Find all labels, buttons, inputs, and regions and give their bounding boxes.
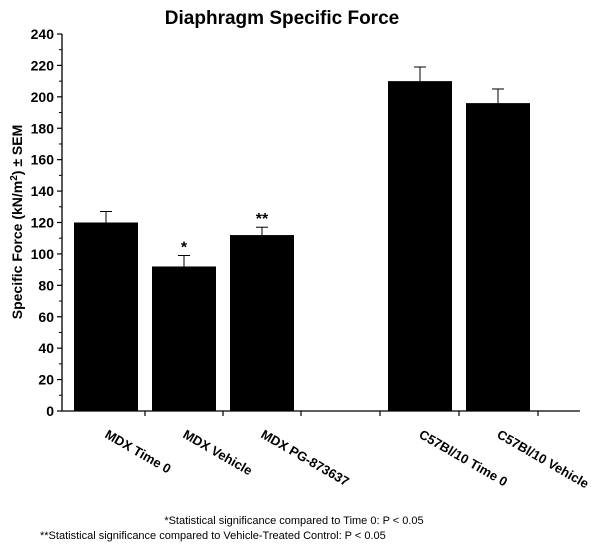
y-tick-label: 160	[31, 152, 55, 168]
bar	[388, 81, 452, 411]
y-tick-label: 80	[38, 277, 54, 293]
x-category-label: C57Bl/10 Vehicle	[495, 427, 592, 492]
x-category-label: MDX PG-873637	[259, 427, 352, 489]
y-tick-label: 40	[38, 340, 54, 356]
chart-title: Diaphragm Specific Force	[165, 8, 399, 29]
x-category-label: MDX Time 0	[103, 427, 174, 477]
y-tick-label: 180	[31, 120, 55, 136]
y-tick-label: 100	[31, 246, 55, 262]
significance-marker: **	[256, 211, 269, 228]
bar	[466, 103, 530, 411]
y-axis-label: Specific Force (kN/m2) ± SEM	[9, 125, 25, 320]
footnote-time0: *Statistical significance compared to Ti…	[164, 515, 424, 527]
y-tick-label: 120	[31, 215, 55, 231]
y-axis-label-tail: ) ± SEM	[9, 125, 25, 175]
y-tick-label: 20	[38, 372, 54, 388]
y-tick-label: 240	[31, 26, 55, 42]
y-tick-label: 140	[31, 183, 55, 199]
significance-marker: *	[181, 239, 188, 256]
plot-area: 0 20 40 60 80 100 120 140 160 180 200 220 240 MDX Tim…	[31, 26, 592, 491]
y-axis-label-superscript: 2	[9, 175, 20, 181]
y-axis-label-main: Specific Force (kN/m	[9, 181, 25, 320]
footnote-vehicle-control: **Statistical significance compared to V…	[40, 530, 386, 542]
y-tick-label: 0	[46, 403, 54, 419]
bar	[74, 222, 138, 411]
y-tick-label: 60	[38, 309, 54, 325]
bar	[230, 235, 294, 411]
bar	[152, 266, 216, 411]
y-tick-label: 200	[31, 89, 55, 105]
x-category-label: MDX Vehicle	[181, 427, 255, 479]
y-tick-label: 220	[31, 57, 55, 73]
